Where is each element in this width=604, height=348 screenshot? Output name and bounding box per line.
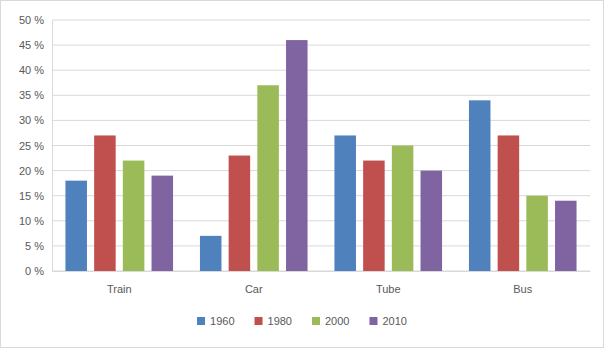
bar: [229, 156, 251, 271]
bar: [469, 100, 491, 271]
bar: [65, 181, 87, 271]
bar: [334, 135, 356, 271]
y-tick: 0 %: [25, 265, 52, 277]
y-tick-label: 10 %: [19, 215, 44, 227]
y-axis-line: [52, 21, 53, 272]
grid: [52, 20, 590, 271]
legend-swatch: [369, 317, 377, 325]
y-tick-label: 0 %: [25, 265, 44, 277]
legend-item: 2000: [312, 315, 349, 327]
y-axis: 0 % 5 % 10 % 15 % 20 % 25 % 30 % 35 % 40 % 45 % 50…: [19, 14, 53, 277]
chart-border: [1, 1, 604, 348]
x-tick: Car: [245, 271, 263, 295]
legend: 1960 1980 2000 2010: [197, 315, 407, 327]
y-tick: 20 %: [19, 165, 52, 177]
bar: [257, 85, 279, 271]
x-tick-label: Train: [107, 283, 132, 295]
x-tick-label: Tube: [376, 283, 401, 295]
grid-line: [52, 70, 590, 71]
bar: [392, 146, 414, 272]
y-tick: 30 %: [19, 114, 52, 126]
y-tick: 15 %: [19, 190, 52, 202]
bar: [421, 171, 443, 271]
x-axis: Train Car Tube Bus: [53, 271, 591, 295]
y-tick: 35 %: [19, 89, 52, 101]
y-tick: 25 %: [19, 140, 52, 152]
grid-line: [52, 120, 590, 121]
legend-label: 2010: [382, 315, 406, 327]
y-tick: 40 %: [19, 64, 52, 76]
y-tick: 50 %: [19, 14, 52, 26]
legend-item: 1980: [255, 315, 292, 327]
bar: [363, 161, 385, 271]
y-tick-label: 15 %: [19, 190, 44, 202]
x-axis-line: [53, 271, 591, 272]
grid-line: [52, 20, 590, 21]
bar: [152, 176, 174, 271]
legend-swatch: [312, 317, 320, 325]
legend-swatch: [197, 317, 205, 325]
legend-item: 2010: [369, 315, 406, 327]
chart: 0 % 5 % 10 % 15 % 20 % 25 % 30 % 35 % 40 % 45 % 50…: [0, 0, 604, 348]
bar: [123, 161, 145, 271]
bar: [498, 135, 520, 271]
y-tick-label: 45 %: [19, 39, 44, 51]
y-tick-label: 5 %: [25, 240, 44, 252]
bars: [65, 40, 576, 271]
y-tick-label: 50 %: [19, 14, 44, 26]
x-tick: Train: [107, 271, 132, 295]
y-tick: 5 %: [25, 240, 52, 252]
y-tick-label: 20 %: [19, 165, 44, 177]
legend-swatch: [255, 317, 263, 325]
grid-line: [52, 45, 590, 46]
bar: [526, 196, 548, 271]
x-tick: Tube: [376, 271, 401, 295]
x-tick: Bus: [513, 271, 532, 295]
y-tick-label: 30 %: [19, 114, 44, 126]
bar: [200, 236, 222, 271]
legend-label: 2000: [325, 315, 349, 327]
y-tick-label: 25 %: [19, 140, 44, 152]
legend-label: 1960: [210, 315, 234, 327]
legend-label: 1980: [268, 315, 292, 327]
grid-line: [52, 95, 590, 96]
bar: [555, 201, 577, 271]
y-tick: 10 %: [19, 215, 52, 227]
y-tick-label: 35 %: [19, 89, 44, 101]
x-tick-label: Car: [245, 283, 263, 295]
x-tick-label: Bus: [513, 283, 532, 295]
bar: [286, 40, 308, 271]
y-tick: 45 %: [19, 39, 52, 51]
bar: [94, 135, 116, 271]
y-tick-label: 40 %: [19, 64, 44, 76]
legend-item: 1960: [197, 315, 234, 327]
